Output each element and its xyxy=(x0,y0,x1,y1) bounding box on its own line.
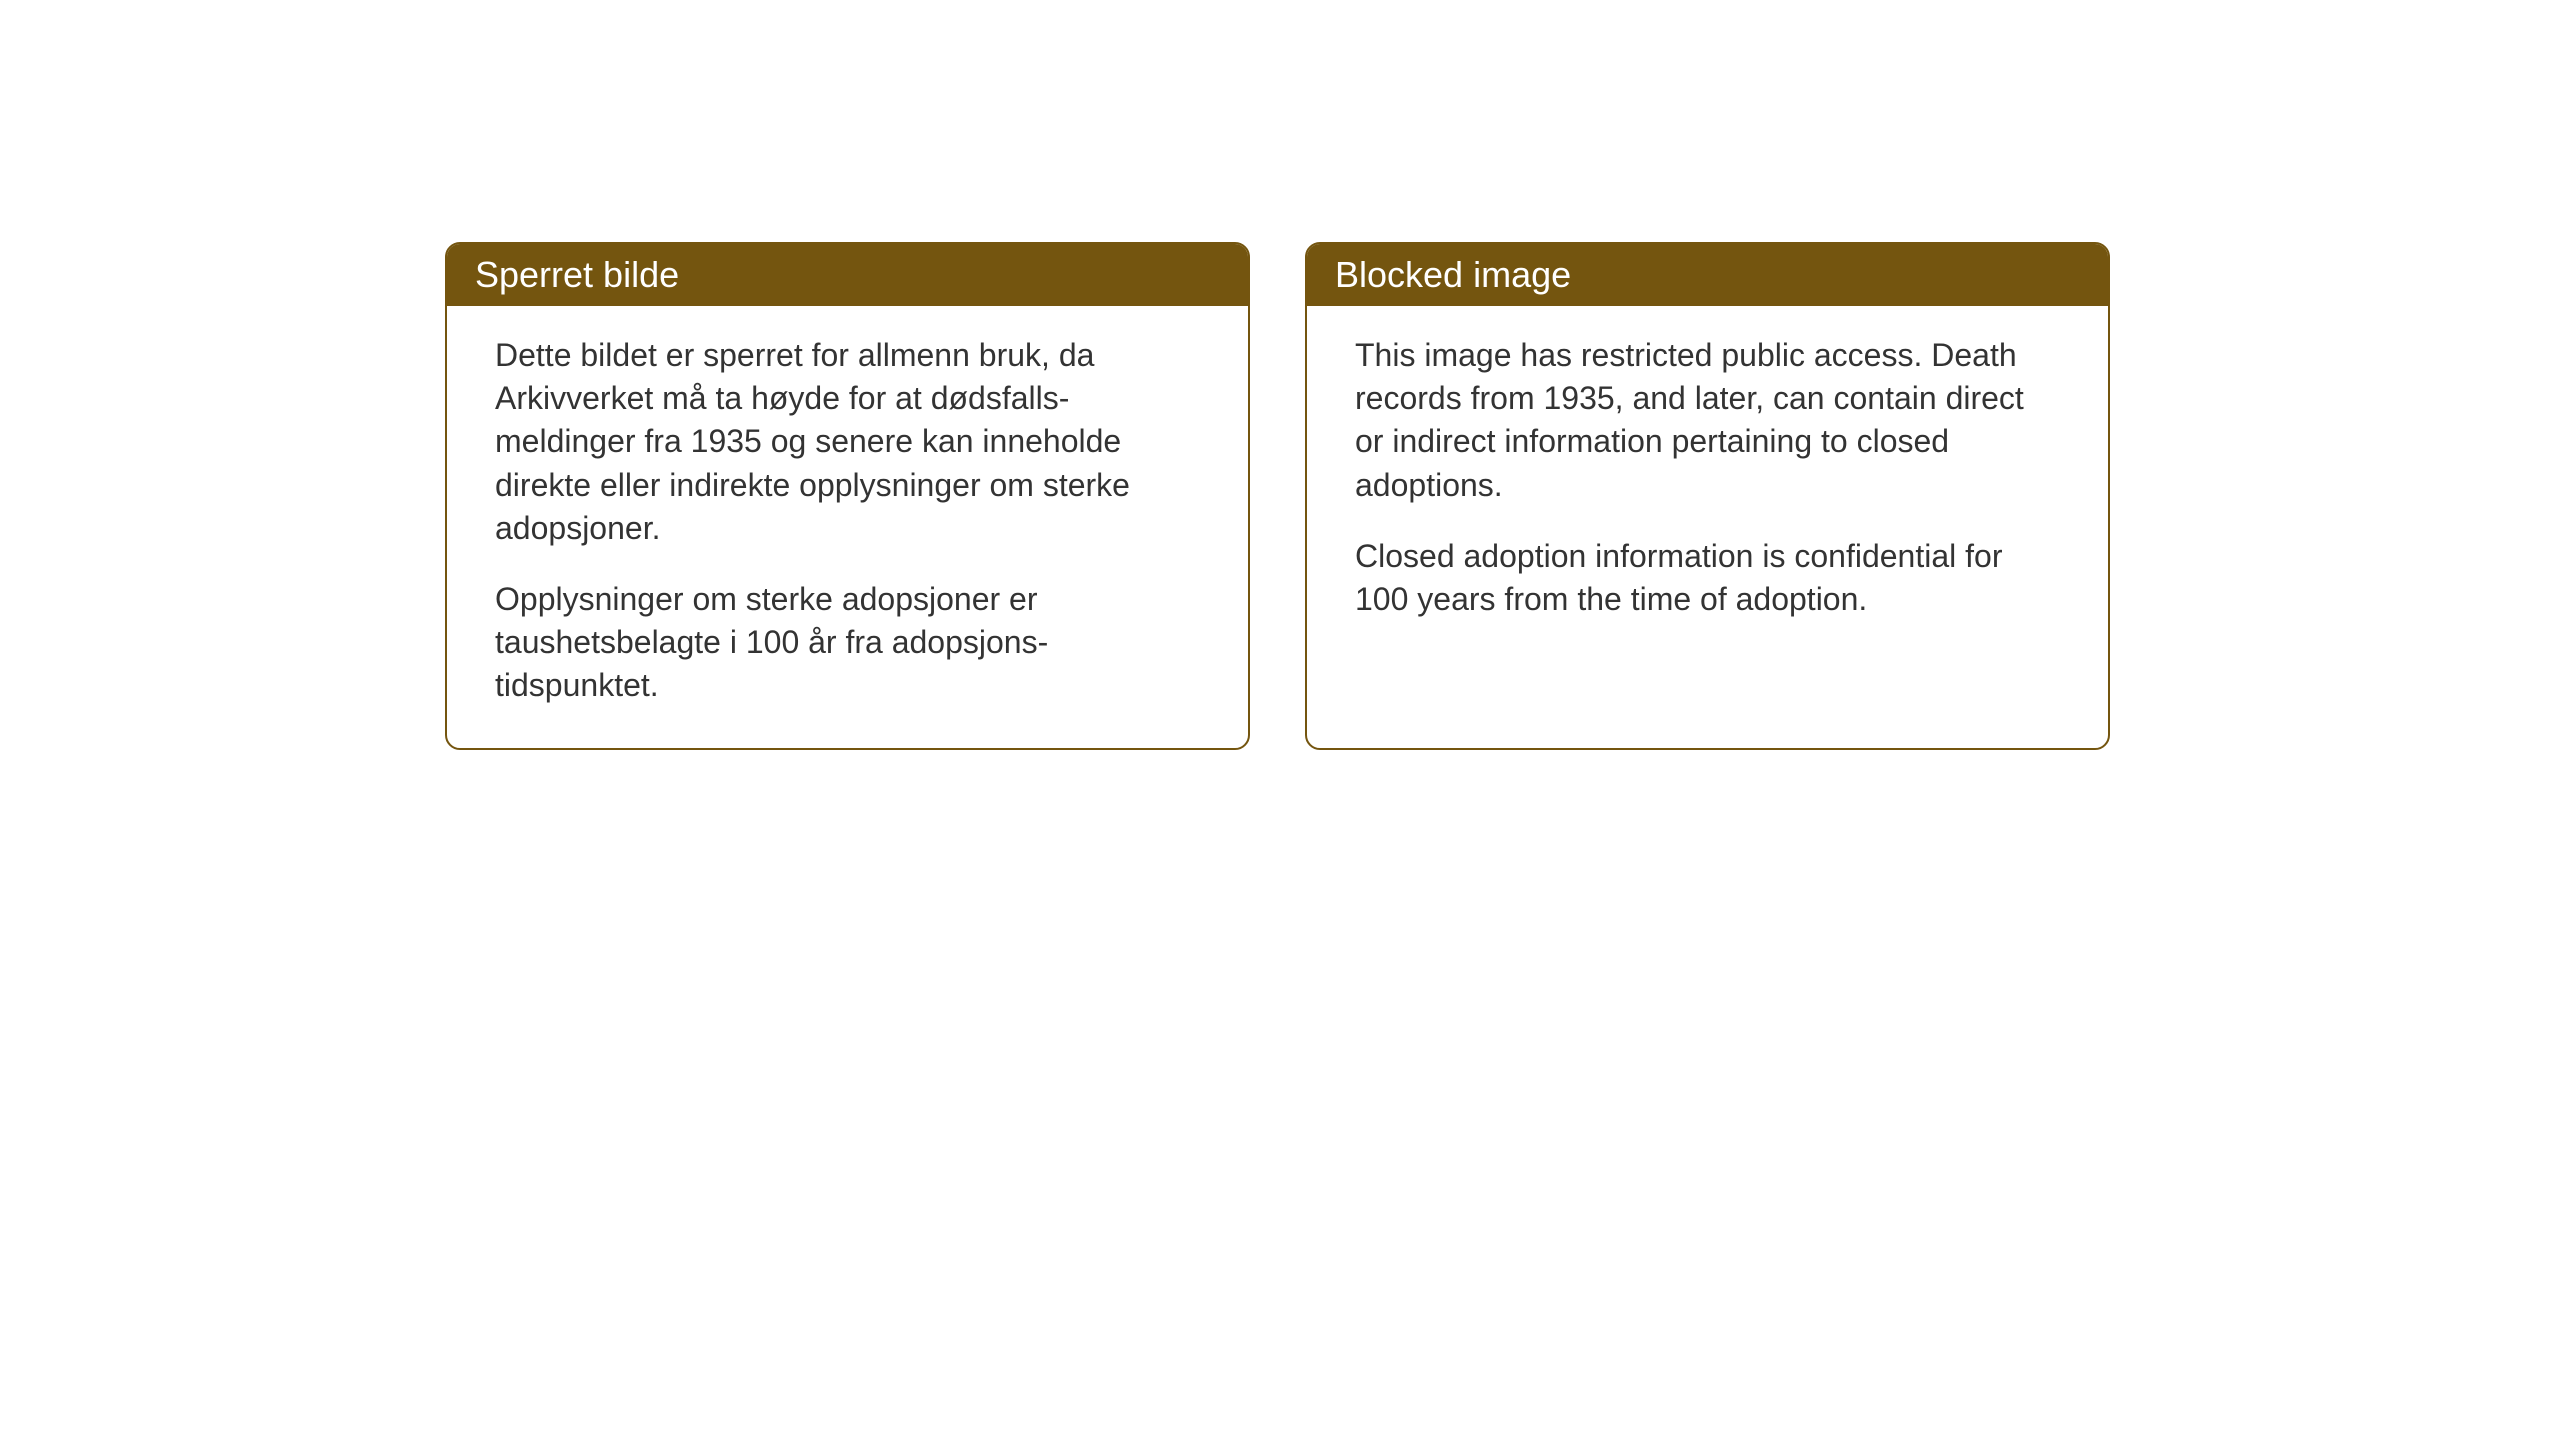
notice-card-english: Blocked image This image has restricted … xyxy=(1305,242,2110,750)
notice-card-norwegian: Sperret bilde Dette bildet er sperret fo… xyxy=(445,242,1250,750)
notice-body-norwegian: Dette bildet er sperret for allmenn bruk… xyxy=(447,306,1248,748)
notice-paragraph-1-norwegian: Dette bildet er sperret for allmenn bruk… xyxy=(495,334,1200,550)
notice-container: Sperret bilde Dette bildet er sperret fo… xyxy=(445,242,2110,750)
notice-paragraph-1-english: This image has restricted public access.… xyxy=(1355,334,2060,507)
notice-body-english: This image has restricted public access.… xyxy=(1307,306,2108,661)
notice-header-norwegian: Sperret bilde xyxy=(447,244,1248,306)
notice-paragraph-2-norwegian: Opplysninger om sterke adopsjoner er tau… xyxy=(495,578,1200,708)
notice-header-english: Blocked image xyxy=(1307,244,2108,306)
notice-paragraph-2-english: Closed adoption information is confident… xyxy=(1355,535,2060,621)
